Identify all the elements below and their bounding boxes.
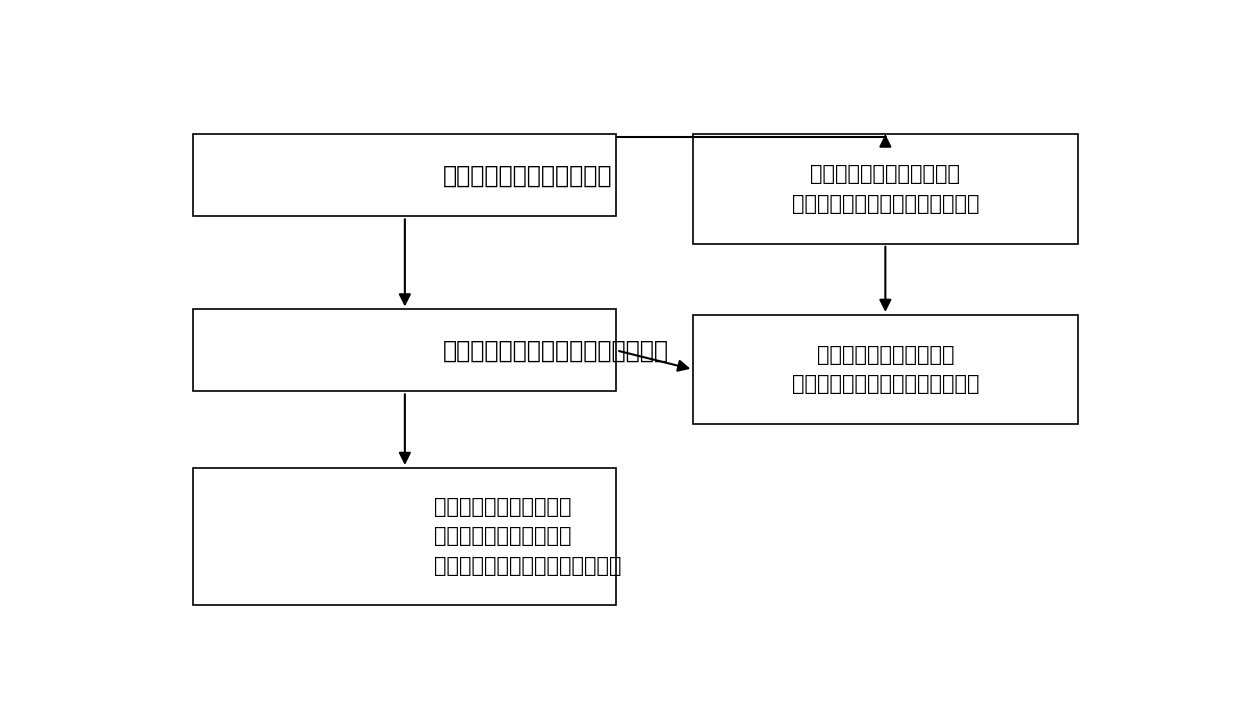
Bar (193, 134, 616, 217)
Text: 根据车辆处于非制动状态，
控制增压器采用第二闭环控制策略: 根据车辆处于非制动状态， 控制增压器采用第二闭环控制策略 (791, 164, 980, 214)
Text: 根据车辆处于制动状态且
进气压力传感器未故障，
控制增压器采用第一闭环控制策略: 根据车辆处于制动状态且 进气压力传感器未故障， 控制增压器采用第一闭环控制策略 (434, 496, 621, 576)
Text: 判断车辆是否处于制动状态: 判断车辆是否处于制动状态 (444, 163, 613, 187)
Bar (193, 310, 616, 391)
Bar (693, 134, 1078, 244)
Bar (693, 315, 1078, 424)
Text: 根据车辆处于制动状态，
控制增压器采用第一闭环控制策略: 根据车辆处于制动状态， 控制增压器采用第一闭环控制策略 (791, 344, 980, 394)
Bar (193, 468, 616, 605)
Text: 判断车辆的进气压力传感器是否故障: 判断车辆的进气压力传感器是否故障 (444, 339, 670, 362)
